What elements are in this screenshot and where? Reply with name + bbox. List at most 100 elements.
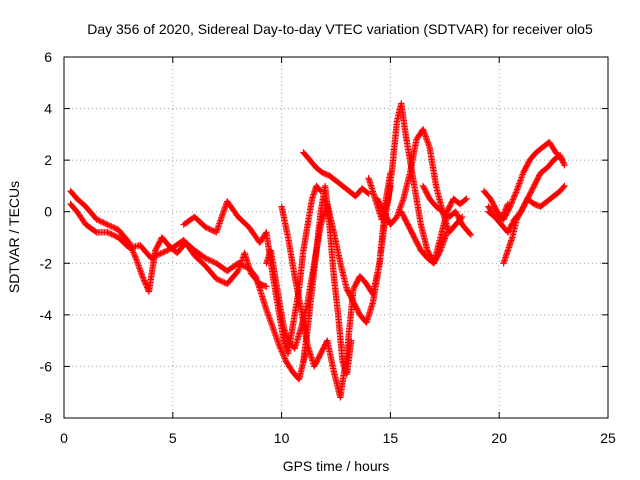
data-point-marks bbox=[73, 208, 89, 227]
data-point-marks bbox=[543, 158, 556, 172]
data-point-marks bbox=[295, 248, 307, 293]
data-point-marks bbox=[234, 213, 252, 230]
data-point-marks bbox=[446, 222, 458, 236]
data-point-marks bbox=[263, 306, 276, 330]
data-point-marks bbox=[82, 221, 99, 235]
x-tick-label: 25 bbox=[600, 430, 616, 446]
series-track-14 bbox=[500, 182, 568, 267]
data-marks bbox=[67, 100, 568, 401]
data-point-marks bbox=[213, 199, 230, 236]
data-point-marks bbox=[498, 202, 511, 223]
data-point-marks bbox=[537, 165, 550, 177]
data-point-marks bbox=[247, 270, 263, 286]
data-point-marks bbox=[202, 254, 219, 266]
data-point-marks bbox=[180, 236, 197, 258]
data-point-marks bbox=[389, 119, 400, 169]
data-point-marks bbox=[104, 221, 121, 233]
data-point-mark bbox=[263, 283, 270, 290]
y-tick-label: -6 bbox=[40, 358, 53, 374]
data-point-marks bbox=[556, 183, 567, 195]
data-point-marks bbox=[276, 298, 287, 330]
data-point-marks bbox=[517, 196, 530, 215]
data-point-marks bbox=[337, 260, 350, 291]
data-point-marks bbox=[485, 208, 497, 220]
data-point-marks bbox=[282, 358, 295, 374]
data-point-marks bbox=[426, 195, 439, 209]
data-point-marks bbox=[158, 234, 171, 248]
data-point-marks bbox=[430, 235, 444, 267]
data-point-marks bbox=[202, 262, 219, 281]
data-point-marks bbox=[73, 195, 88, 209]
data-point-marks bbox=[343, 339, 355, 378]
data-point-marks bbox=[437, 230, 450, 254]
data-point-marks bbox=[550, 188, 563, 200]
data-point-marks bbox=[321, 182, 333, 227]
data-point-marks bbox=[385, 163, 396, 202]
data-point-marks bbox=[245, 224, 263, 245]
data-point-marks bbox=[456, 196, 469, 208]
data-point-marks bbox=[335, 311, 346, 363]
data-point-marks bbox=[417, 221, 431, 253]
data-point-marks bbox=[304, 197, 315, 228]
data-point-marks bbox=[278, 203, 291, 240]
data-point-marks bbox=[398, 208, 411, 227]
data-point-marks bbox=[506, 189, 520, 210]
data-point-marks bbox=[313, 164, 326, 176]
data-point-marks bbox=[404, 221, 417, 240]
data-point-marks bbox=[326, 221, 337, 278]
data-point-marks bbox=[313, 182, 324, 194]
data-point-mark bbox=[365, 190, 372, 197]
data-point-marks bbox=[393, 197, 407, 221]
data-point-mark bbox=[561, 182, 568, 190]
data-point-marks bbox=[326, 172, 339, 184]
data-point-marks bbox=[256, 285, 270, 312]
y-tick-label: 4 bbox=[44, 101, 52, 117]
data-point-marks bbox=[158, 245, 175, 257]
chart-title: Day 356 of 2020, Sidereal Day-to-day VTE… bbox=[87, 21, 593, 37]
data-point-marks bbox=[537, 199, 550, 210]
data-point-marks bbox=[304, 287, 316, 331]
series-track-15 bbox=[485, 200, 512, 223]
data-point-marks bbox=[530, 171, 544, 190]
data-point-marks bbox=[398, 100, 409, 136]
y-tick-label: -2 bbox=[40, 255, 53, 271]
data-point-marks bbox=[432, 203, 445, 215]
data-point-marks bbox=[132, 254, 145, 278]
data-point-marks bbox=[356, 273, 369, 286]
data-point-marks bbox=[308, 248, 320, 293]
data-point-marks bbox=[300, 149, 313, 163]
series-track-6 bbox=[300, 182, 355, 378]
data-point-marks bbox=[313, 210, 324, 254]
data-point-marks bbox=[306, 156, 319, 170]
data-point-marks bbox=[459, 221, 474, 237]
data-point-marks bbox=[504, 235, 515, 254]
data-point-marks bbox=[67, 200, 80, 214]
data-point-marks bbox=[93, 216, 110, 228]
data-point-marks bbox=[115, 226, 132, 245]
data-point-marks bbox=[104, 229, 121, 241]
data-point-marks bbox=[224, 198, 241, 219]
data-point-marks bbox=[487, 195, 500, 214]
x-tick-label: 10 bbox=[274, 430, 290, 446]
data-point-marks bbox=[513, 171, 526, 195]
data-point-marks bbox=[519, 158, 533, 177]
series-track-7 bbox=[300, 149, 372, 200]
plot-frame bbox=[63, 56, 609, 419]
data-point-marks bbox=[546, 138, 559, 155]
data-point-marks bbox=[224, 269, 241, 288]
data-point-marks bbox=[284, 234, 298, 278]
data-point-marks bbox=[500, 248, 511, 267]
data-point-marks bbox=[363, 300, 376, 326]
data-point-marks bbox=[82, 203, 99, 222]
data-point-marks bbox=[374, 195, 387, 214]
data-point-marks bbox=[556, 151, 568, 167]
x-tick-label: 15 bbox=[383, 430, 399, 446]
data-point-marks bbox=[191, 247, 208, 261]
data-point-marks bbox=[417, 247, 430, 261]
data-point-marks bbox=[365, 175, 378, 201]
data-point-marks bbox=[358, 185, 371, 196]
data-point-marks bbox=[387, 214, 400, 228]
data-point-marks bbox=[513, 209, 524, 223]
data-point-marks bbox=[443, 196, 457, 215]
